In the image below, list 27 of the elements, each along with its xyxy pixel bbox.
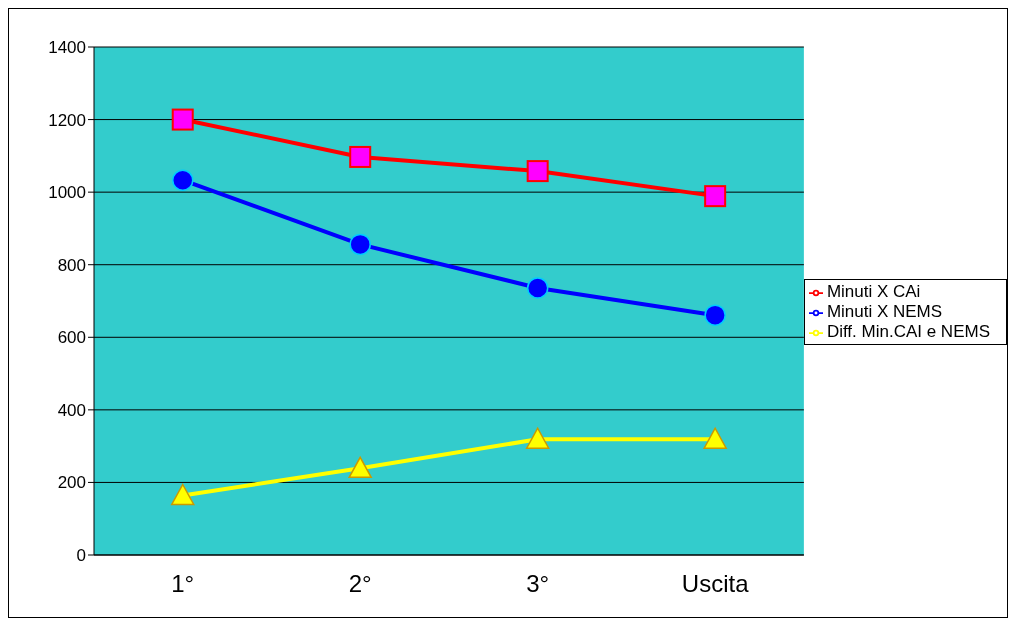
legend-label: Diff. Min.CAI e NEMS xyxy=(826,322,990,341)
legend-label: Minuti X NEMS xyxy=(826,302,943,321)
point xyxy=(704,185,727,208)
point xyxy=(349,233,371,256)
point xyxy=(348,456,372,479)
y-tick-label: 1000 xyxy=(48,183,86,203)
x-tick-label: 1° xyxy=(171,570,195,598)
y-tick-label: 600 xyxy=(57,328,86,348)
y-tick-label: 1200 xyxy=(48,110,86,130)
point xyxy=(703,427,727,449)
point xyxy=(170,483,195,506)
point xyxy=(526,160,549,183)
point xyxy=(349,145,372,168)
y-tick-label: 800 xyxy=(57,255,86,275)
y-tick-label: 0 xyxy=(76,546,86,566)
y-tick-label: 200 xyxy=(57,473,86,493)
x-tick-label: 3° xyxy=(526,570,550,598)
point xyxy=(526,277,549,299)
point xyxy=(171,108,194,131)
point xyxy=(171,169,194,191)
x-tick-label: 2° xyxy=(348,570,372,598)
legend-label: Minuti X CAi xyxy=(826,282,921,301)
point xyxy=(525,427,550,449)
y-tick-label: 400 xyxy=(57,400,86,420)
y-tick-label: 1400 xyxy=(48,38,86,58)
point xyxy=(704,304,726,326)
x-tick-label: Uscita xyxy=(681,570,750,598)
